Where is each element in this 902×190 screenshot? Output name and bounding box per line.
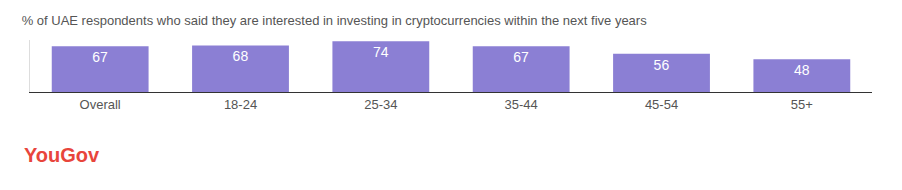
svg-text:35-44: 35-44: [505, 97, 538, 112]
svg-text:18-24: 18-24: [224, 97, 257, 112]
svg-text:56: 56: [654, 57, 670, 73]
svg-text:55+: 55+: [791, 97, 813, 112]
svg-text:67: 67: [513, 49, 529, 65]
svg-text:67: 67: [92, 49, 108, 65]
svg-text:68: 68: [233, 48, 249, 64]
svg-text:48: 48: [794, 62, 810, 78]
svg-text:% of UAE respondents who said: % of UAE respondents who said they are i…: [22, 13, 648, 28]
svg-text:YouGov: YouGov: [24, 144, 100, 166]
svg-text:45-54: 45-54: [645, 97, 678, 112]
svg-text:25-34: 25-34: [364, 97, 397, 112]
svg-text:74: 74: [373, 44, 389, 60]
svg-text:Overall: Overall: [80, 97, 121, 112]
